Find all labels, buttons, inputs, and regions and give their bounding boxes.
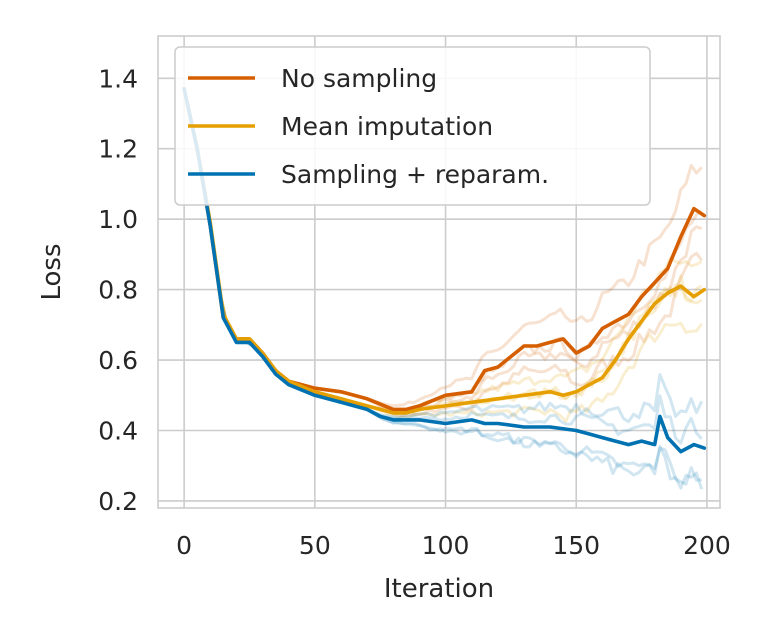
y-tick-label: 1.0 (98, 205, 138, 234)
y-tick-label: 1.2 (98, 135, 138, 164)
legend-label: No sampling (281, 64, 437, 93)
legend-box (174, 46, 651, 206)
series-line-2 (182, 87, 707, 454)
y-tick-label: 0.4 (98, 417, 138, 446)
x-tick-label: 100 (422, 531, 470, 560)
x-tick-label: 150 (552, 531, 600, 560)
legend-label: Mean imputation (281, 112, 493, 141)
y-tick-label: 0.8 (98, 276, 138, 305)
y-tick-label: 1.4 (98, 64, 138, 93)
x-tick-label: 200 (683, 531, 731, 560)
plot-frame (157, 35, 721, 509)
series-lines (182, 87, 707, 454)
x-axis-title: Iteration (384, 574, 494, 604)
legend: No sampling Mean imputation Sampling + rep… (174, 46, 651, 206)
y-axis-ticks: 0.2 0.4 0.6 0.8 1.0 1.2 1.4 (98, 64, 138, 516)
series-line-1 (182, 87, 707, 415)
y-axis-title: Loss (37, 243, 67, 300)
x-tick-label: 0 (176, 531, 192, 560)
y-tick-label: 0.6 (98, 346, 138, 375)
x-tick-label: 50 (299, 531, 331, 560)
legend-label: Sampling + reparam. (281, 160, 549, 189)
y-tick-label: 0.2 (98, 487, 138, 516)
x-axis-ticks: 0 50 100 150 200 (176, 531, 731, 560)
